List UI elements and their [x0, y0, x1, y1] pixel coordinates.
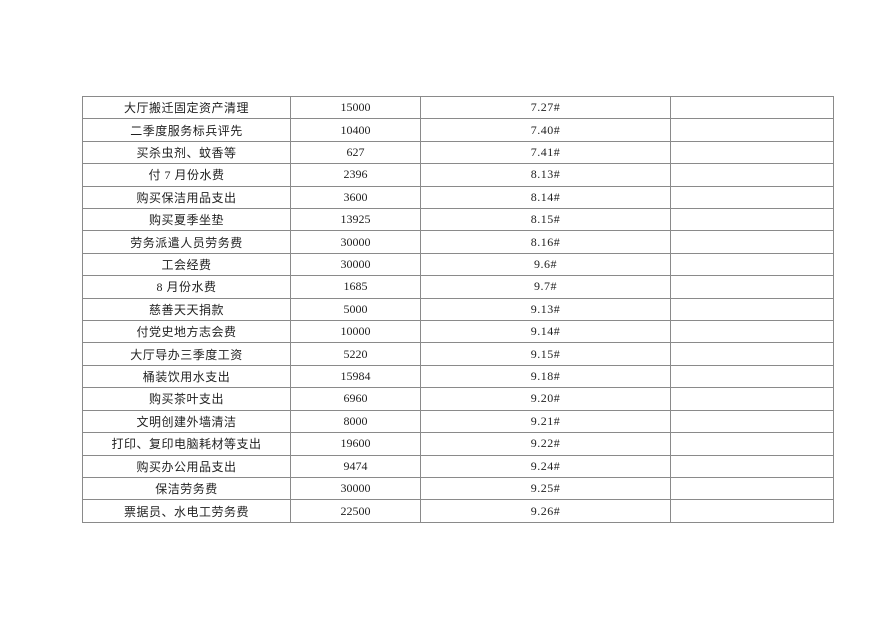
item-cell: 保洁劳务费 [82, 476, 291, 501]
date-cell: 8.15# [420, 208, 671, 232]
amount-cell: 3600 [290, 185, 421, 210]
note-cell [670, 185, 834, 210]
amount-cell: 15000 [290, 95, 421, 120]
date-cell: 9.26# [420, 499, 671, 523]
date-cell: 9.22# [420, 432, 671, 456]
item-cell: 付 7 月份水费 [82, 163, 291, 187]
date-cell: 9.21# [420, 409, 671, 434]
item-cell: 购买办公用品支出 [82, 454, 291, 478]
amount-cell: 19600 [290, 432, 421, 456]
expense-table: 大厅搬迁固定资产清理 15000 7.27# 二季度服务标兵评先 10400 7.40# 买… [82, 95, 834, 523]
table-row: 大厅搬迁固定资产清理 15000 7.27# [82, 95, 834, 120]
amount-cell: 10000 [290, 320, 421, 344]
table-row: 付 7 月份水费 2396 8.13# [82, 163, 834, 187]
table-row: 付党史地方志会费 10000 9.14# [82, 320, 834, 344]
item-cell: 慈善天天捐款 [82, 297, 291, 322]
date-cell: 8.13# [420, 163, 671, 187]
item-cell: 文明创建外墙清洁 [82, 409, 291, 434]
amount-cell: 15984 [290, 364, 421, 389]
amount-cell: 22500 [290, 499, 421, 523]
date-cell: 9.15# [420, 342, 671, 366]
item-cell: 打印、复印电脑耗材等支出 [82, 432, 291, 456]
amount-cell: 9474 [290, 454, 421, 478]
amount-cell: 13925 [290, 208, 421, 232]
table-row: 劳务派遣人员劳务费 30000 8.16# [82, 230, 834, 254]
note-cell [670, 118, 834, 142]
item-cell: 购买夏季坐垫 [82, 208, 291, 232]
date-cell: 9.25# [420, 476, 671, 501]
table-row: 二季度服务标兵评先 10400 7.40# [82, 118, 834, 142]
item-cell: 劳务派遣人员劳务费 [82, 230, 291, 254]
table-row: 8 月份水费 1685 9.7# [82, 275, 834, 299]
date-cell: 7.41# [420, 140, 671, 165]
item-cell: 工会经费 [82, 252, 291, 277]
note-cell [670, 95, 834, 120]
date-cell: 9.18# [420, 364, 671, 389]
note-cell [670, 387, 834, 411]
amount-cell: 10400 [290, 118, 421, 142]
amount-cell: 30000 [290, 252, 421, 277]
item-cell: 购买保洁用品支出 [82, 185, 291, 210]
date-cell: 9.14# [420, 320, 671, 344]
note-cell [670, 476, 834, 501]
note-cell [670, 208, 834, 232]
expense-table-body: 大厅搬迁固定资产清理 15000 7.27# 二季度服务标兵评先 10400 7.40# 买… [82, 95, 834, 523]
item-cell: 大厅搬迁固定资产清理 [82, 95, 291, 120]
item-cell: 大厅导办三季度工资 [82, 342, 291, 366]
amount-cell: 8000 [290, 409, 421, 434]
table-row: 文明创建外墙清洁 8000 9.21# [82, 409, 834, 434]
note-cell [670, 409, 834, 434]
table-row: 购买夏季坐垫 13925 8.15# [82, 208, 834, 232]
amount-cell: 5000 [290, 297, 421, 322]
table-row: 买杀虫剂、蚊香等 627 7.41# [82, 140, 834, 165]
note-cell [670, 432, 834, 456]
table-row: 购买茶叶支出 6960 9.20# [82, 387, 834, 411]
note-cell [670, 454, 834, 478]
date-cell: 9.13# [420, 297, 671, 322]
item-cell: 二季度服务标兵评先 [82, 118, 291, 142]
amount-cell: 1685 [290, 275, 421, 299]
amount-cell: 627 [290, 140, 421, 165]
date-cell: 7.27# [420, 95, 671, 120]
amount-cell: 2396 [290, 163, 421, 187]
date-cell: 8.14# [420, 185, 671, 210]
note-cell [670, 342, 834, 366]
item-cell: 桶装饮用水支出 [82, 364, 291, 389]
note-cell [670, 163, 834, 187]
item-cell: 买杀虫剂、蚊香等 [82, 140, 291, 165]
item-cell: 付党史地方志会费 [82, 320, 291, 344]
note-cell [670, 364, 834, 389]
note-cell [670, 499, 834, 523]
amount-cell: 30000 [290, 230, 421, 254]
table-row: 票据员、水电工劳务费 22500 9.26# [82, 499, 834, 523]
table-row: 购买办公用品支出 9474 9.24# [82, 454, 834, 478]
note-cell [670, 297, 834, 322]
note-cell [670, 230, 834, 254]
amount-cell: 6960 [290, 387, 421, 411]
date-cell: 9.6# [420, 252, 671, 277]
table-row: 工会经费 30000 9.6# [82, 252, 834, 277]
date-cell: 7.40# [420, 118, 671, 142]
table-row: 慈善天天捐款 5000 9.13# [82, 297, 834, 322]
note-cell [670, 275, 834, 299]
table-row: 大厅导办三季度工资 5220 9.15# [82, 342, 834, 366]
table-row: 打印、复印电脑耗材等支出 19600 9.22# [82, 432, 834, 456]
amount-cell: 5220 [290, 342, 421, 366]
item-cell: 购买茶叶支出 [82, 387, 291, 411]
note-cell [670, 140, 834, 165]
date-cell: 9.7# [420, 275, 671, 299]
note-cell [670, 252, 834, 277]
item-cell: 票据员、水电工劳务费 [82, 499, 291, 523]
date-cell: 9.24# [420, 454, 671, 478]
amount-cell: 30000 [290, 476, 421, 501]
table-row: 桶装饮用水支出 15984 9.18# [82, 364, 834, 389]
item-cell: 8 月份水费 [82, 275, 291, 299]
table-row: 保洁劳务费 30000 9.25# [82, 476, 834, 501]
note-cell [670, 320, 834, 344]
table-row: 购买保洁用品支出 3600 8.14# [82, 185, 834, 210]
date-cell: 8.16# [420, 230, 671, 254]
date-cell: 9.20# [420, 387, 671, 411]
